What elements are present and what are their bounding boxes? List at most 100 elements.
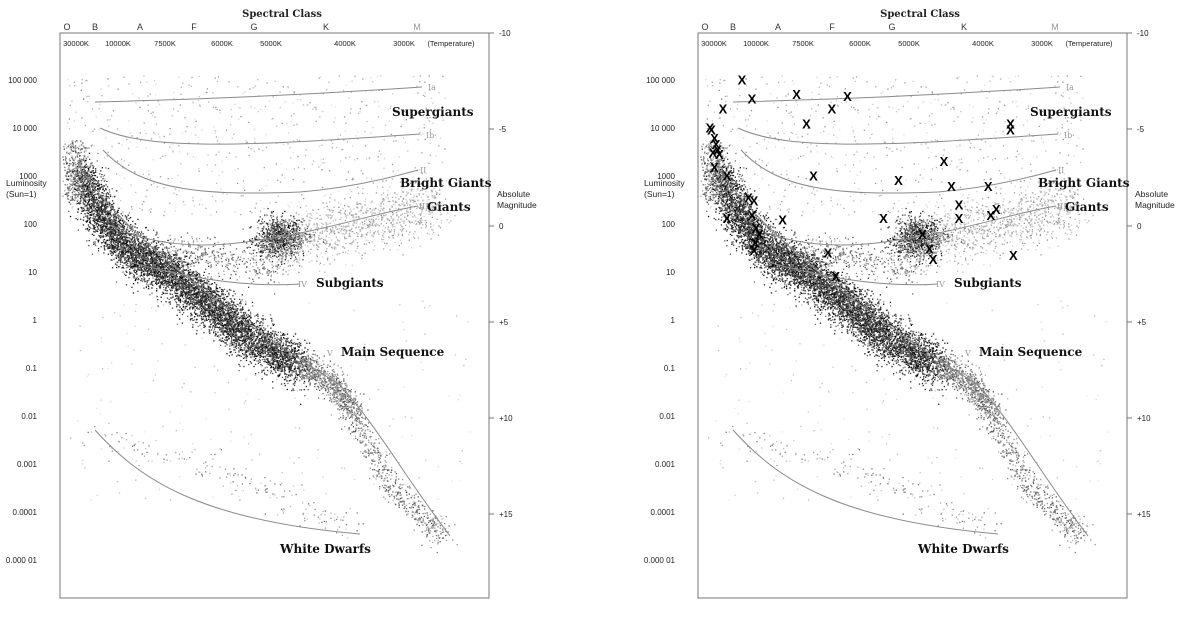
star-point: [247, 319, 249, 321]
star-point: [121, 243, 123, 246]
star-point: [140, 266, 142, 268]
star-point: [77, 174, 80, 177]
star-point: [92, 214, 95, 216]
star-point: [132, 265, 134, 267]
star-point: [149, 267, 151, 269]
star-point: [192, 288, 195, 290]
star-point: [151, 274, 153, 276]
star-point: [112, 221, 114, 223]
star-point: [230, 342, 233, 344]
star-point: [137, 238, 139, 240]
star-point: [196, 300, 198, 302]
star-point: [101, 218, 104, 220]
star-point: [145, 268, 147, 271]
star-point: [98, 239, 100, 241]
star-point: [175, 252, 177, 254]
star-point: [191, 287, 193, 289]
star-point: [159, 251, 161, 254]
star-point: [183, 291, 186, 294]
star-point: [208, 316, 210, 318]
star-point: [128, 233, 130, 235]
star-point: [214, 317, 217, 319]
star-point: [216, 318, 218, 320]
star-point: [172, 285, 174, 287]
star-point: [92, 204, 94, 206]
star-point: [204, 299, 206, 301]
star-point: [149, 283, 151, 285]
star-point: [97, 217, 99, 219]
star-point: [186, 309, 189, 311]
star-point: [189, 297, 192, 299]
star-point: [97, 216, 99, 219]
star-point: [209, 313, 211, 315]
star-point: [208, 306, 210, 308]
star-point: [104, 242, 106, 245]
star-point: [170, 259, 172, 261]
star-point: [149, 294, 151, 296]
star-point: [196, 274, 199, 276]
star-point: [207, 296, 210, 298]
star-point: [176, 276, 179, 278]
star-point: [159, 259, 161, 261]
star-point: [205, 319, 207, 321]
star-point: [84, 167, 86, 169]
star-point: [83, 171, 86, 173]
star-point: [111, 200, 114, 202]
star-point: [176, 263, 178, 265]
star-point: [166, 283, 168, 285]
star-point: [79, 155, 81, 157]
star-point: [210, 323, 212, 325]
star-point: [202, 296, 204, 298]
star-point: [105, 197, 108, 199]
star-point: [92, 228, 94, 230]
star-point: [128, 255, 130, 257]
star-point: [195, 287, 197, 289]
star-point: [185, 279, 187, 281]
star-point: [145, 267, 148, 269]
star-point: [110, 219, 113, 221]
star-point: [100, 186, 102, 189]
star-point: [146, 258, 148, 261]
star-point: [168, 266, 170, 268]
star-point: [112, 223, 114, 225]
star-point: [184, 294, 187, 296]
star-point: [127, 252, 129, 254]
star-point: [141, 240, 143, 242]
star-point: [125, 238, 127, 240]
star-point: [207, 308, 209, 310]
star-point: [136, 267, 139, 269]
star-point: [178, 285, 181, 287]
star-point: [69, 215, 72, 218]
star-point: [140, 250, 142, 253]
star-point: [155, 277, 158, 279]
star-point: [240, 301, 242, 303]
star-point: [217, 306, 219, 308]
star-point: [92, 193, 94, 196]
star-point: [210, 304, 212, 306]
star-point: [196, 321, 198, 324]
star-point: [210, 283, 213, 285]
star-point: [192, 279, 194, 282]
star-point: [94, 221, 96, 224]
star-point: [215, 326, 217, 328]
star-point: [179, 287, 181, 289]
star-point: [111, 251, 114, 253]
star-point: [132, 244, 134, 247]
star-point: [84, 170, 86, 172]
star-point: [230, 300, 232, 303]
star-point: [132, 225, 134, 227]
star-point: [141, 269, 143, 271]
star-point: [101, 236, 103, 238]
star-point: [195, 275, 197, 277]
star-point: [114, 216, 116, 218]
star-point: [88, 189, 90, 191]
star-point: [187, 297, 190, 299]
star-point: [100, 201, 102, 203]
star-point: [93, 228, 96, 230]
star-point: [203, 306, 205, 308]
star-point: [138, 248, 140, 251]
star-point: [158, 274, 161, 276]
star-point: [119, 220, 121, 222]
star-point: [161, 254, 163, 256]
star-point: [91, 233, 93, 235]
